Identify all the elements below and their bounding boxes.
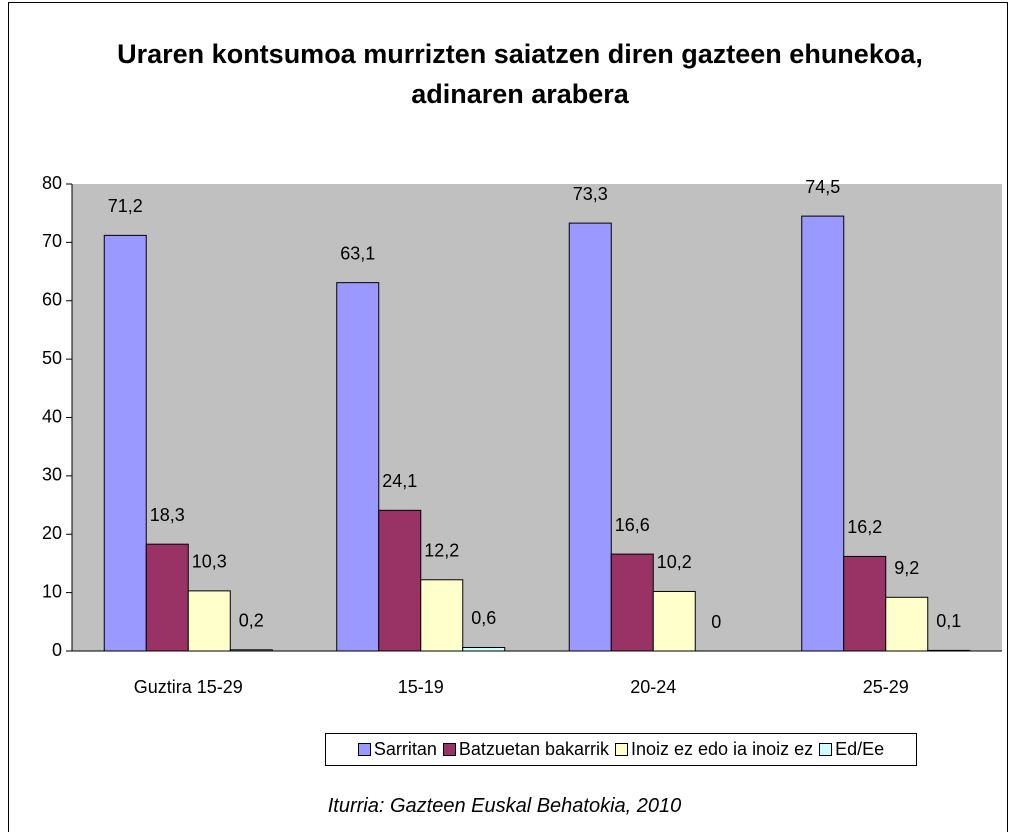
x-tick-label: Guztira 15-29: [134, 677, 243, 697]
legend-label: Ed/Ee: [835, 739, 885, 759]
y-tick-label: 20: [42, 523, 62, 543]
y-tick-label: 60: [42, 290, 62, 310]
bar: [187, 590, 231, 652]
source-note: Iturria: Gazteen Euskal Behatokia, 2010: [327, 795, 682, 817]
x-tick-label: 25-29: [863, 677, 909, 697]
value-label: 74,5: [805, 177, 840, 197]
bar: [801, 215, 845, 652]
value-label: 63,1: [340, 243, 375, 263]
value-label: 10,2: [657, 552, 692, 572]
value-label: 9,2: [894, 558, 919, 578]
legend-item: Batzuetan bakarrik: [442, 739, 609, 760]
value-label: 0,2: [239, 611, 264, 631]
legend-swatch: [357, 743, 371, 756]
y-tick-label: 50: [42, 348, 62, 368]
x-tick-label: 15-19: [398, 677, 444, 697]
legend-label: Batzuetan bakarrik: [458, 739, 609, 759]
bar: [462, 646, 506, 652]
y-tick-label: 40: [42, 406, 62, 426]
y-tick-label: 80: [42, 173, 62, 193]
legend-label: Inoiz ez edo ia inoiz ez: [630, 739, 814, 759]
value-label: 0: [711, 612, 721, 632]
bar: [843, 555, 887, 652]
legend-item: Ed/Ee: [819, 739, 884, 760]
y-tick-label: 30: [42, 465, 62, 485]
y-tick-label: 0: [52, 640, 62, 660]
legend: Sarritan Batzuetan bakarrik Inoiz ez edo i…: [325, 733, 917, 766]
value-label: 73,3: [573, 184, 608, 204]
bar: [568, 222, 612, 652]
legend-swatch: [442, 743, 456, 756]
legend-item: Sarritan: [357, 739, 437, 760]
bar: [420, 579, 464, 652]
value-label: 0,6: [471, 608, 496, 628]
bar: [652, 590, 696, 652]
chart-title: Uraren kontsumoa murrizten saiatzen dire…: [117, 39, 923, 109]
x-tick-label: 20-24: [630, 677, 676, 697]
value-label: 18,3: [150, 505, 185, 525]
value-label: 16,6: [615, 515, 650, 535]
legend-item: Inoiz ez edo ia inoiz ez: [614, 739, 814, 760]
chart-frame: [8, 2, 1008, 832]
bar: [103, 234, 147, 652]
y-tick-label: 10: [42, 581, 62, 601]
legend-label: Sarritan: [373, 739, 437, 759]
value-label: 16,2: [847, 517, 882, 537]
y-tick-label: 70: [42, 231, 62, 251]
legend-swatch: [614, 743, 628, 756]
bar: [885, 596, 929, 652]
value-label: 24,1: [382, 471, 417, 491]
bar: [145, 543, 189, 652]
value-label: 0,1: [936, 611, 961, 631]
bar: [336, 282, 380, 652]
value-label: 12,2: [424, 541, 459, 561]
legend-swatch: [819, 743, 833, 756]
value-label: 10,3: [192, 552, 227, 572]
value-label: 71,2: [108, 196, 143, 216]
bar: [378, 509, 422, 652]
bar: [610, 553, 654, 652]
